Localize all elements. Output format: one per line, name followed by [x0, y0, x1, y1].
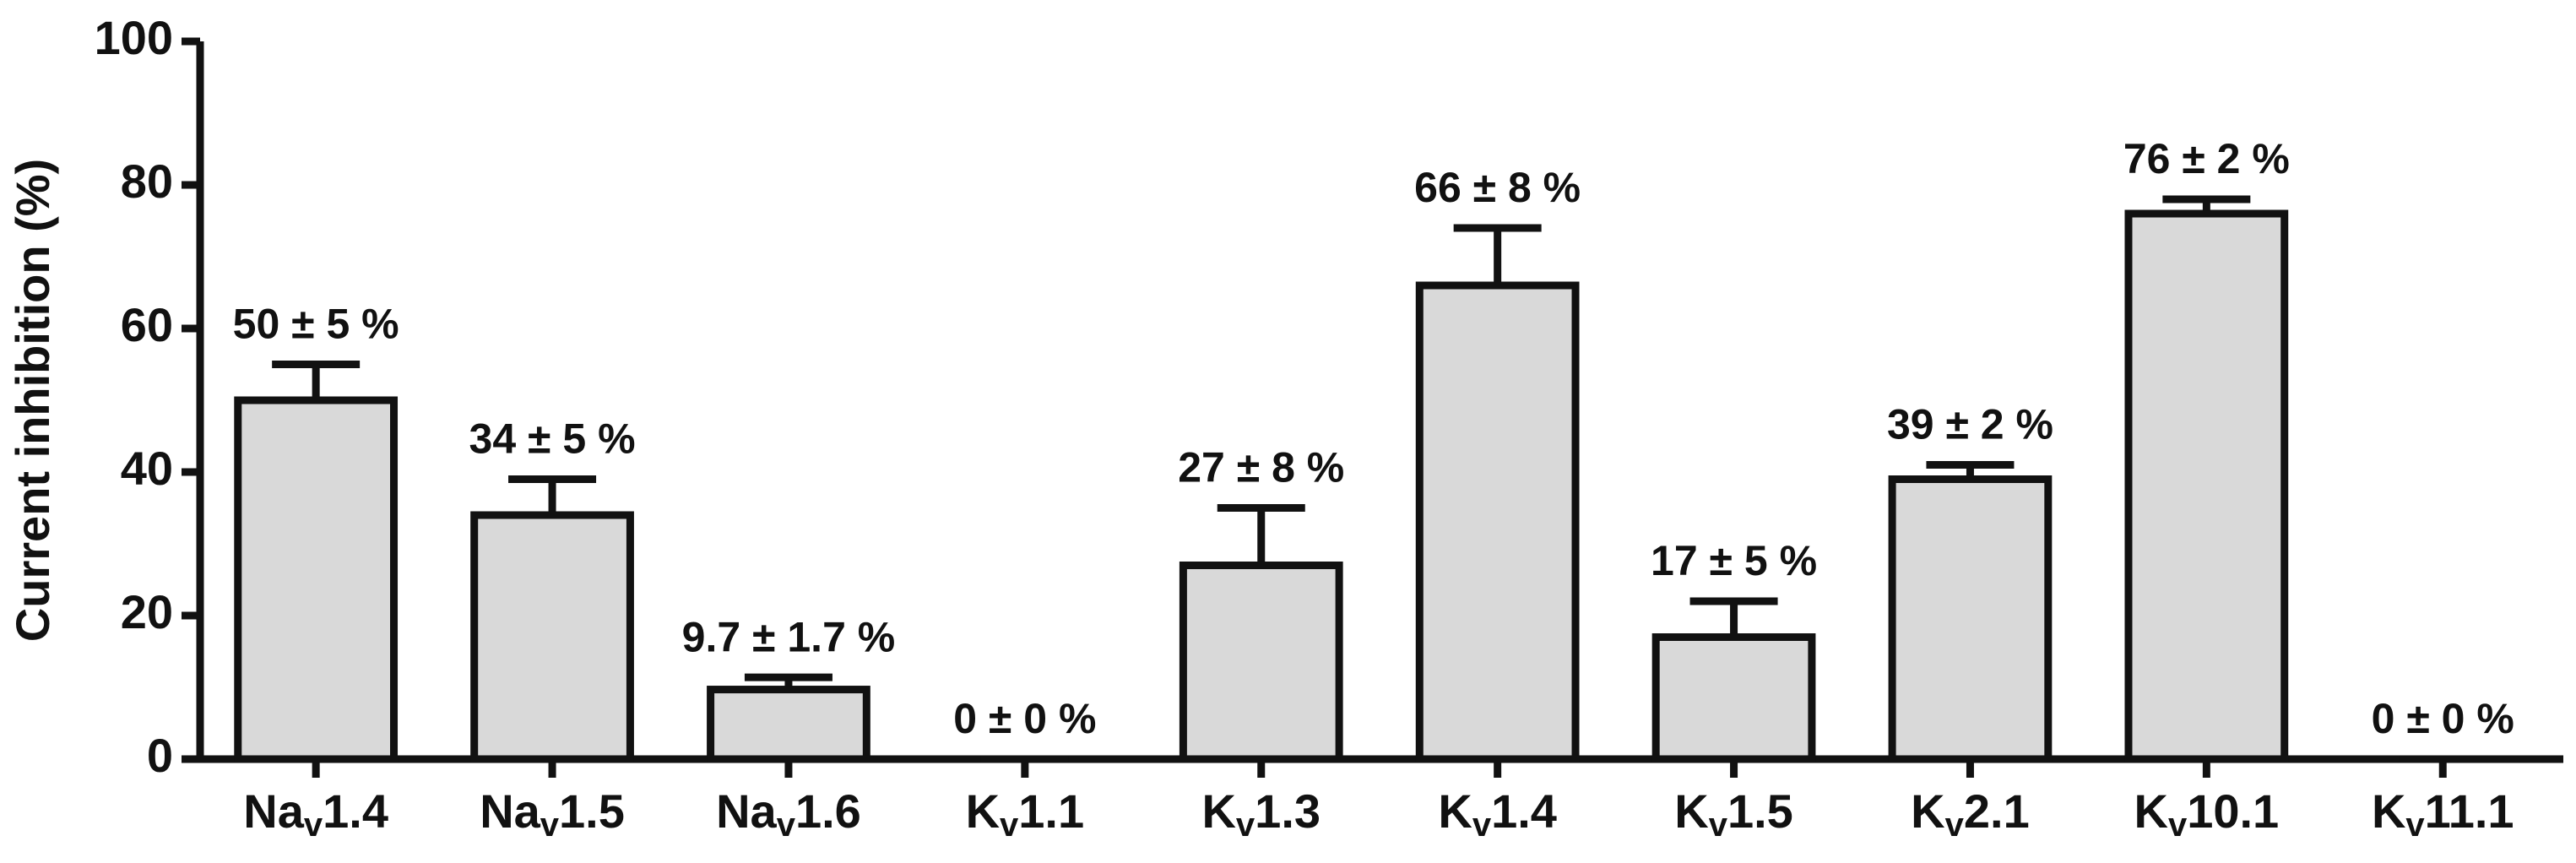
x-tick-label: Kv1.1 — [966, 784, 1085, 844]
y-tick-label: 20 — [121, 585, 173, 638]
x-tick-label-part: K — [1674, 784, 1708, 838]
x-tick-label-part: K — [966, 784, 1000, 838]
x-tick-label-part: 1.3 — [1255, 784, 1321, 838]
value-label: 34 ± 5 % — [469, 415, 636, 463]
x-tick-label: Kv10.1 — [2134, 784, 2279, 844]
x-tick-label: Nav1.6 — [716, 784, 861, 844]
x-tick-label-part: K — [2134, 784, 2167, 838]
x-tick-label-part: Na — [716, 784, 777, 838]
y-tick-label: 60 — [121, 298, 173, 351]
y-tick-label: 40 — [121, 442, 173, 495]
value-label: 17 ± 5 % — [1651, 537, 1817, 584]
x-tick-label: Kv1.5 — [1674, 784, 1793, 844]
value-label: 27 ± 8 % — [1178, 444, 1344, 491]
value-label: 66 ± 8 % — [1414, 164, 1581, 211]
value-label: 0 ± 0 % — [953, 695, 1096, 742]
y-tick-label: 0 — [147, 729, 173, 782]
x-tick-label-part: v — [1945, 806, 1965, 844]
x-tick-label-part: K — [1911, 784, 1944, 838]
x-tick-label: Kv1.4 — [1438, 784, 1557, 844]
bar — [707, 686, 870, 763]
y-tick-label: 80 — [121, 155, 173, 208]
x-tick-label-part: 1.5 — [559, 784, 625, 838]
x-tick-label-part: K — [1201, 784, 1235, 838]
value-label: 50 ± 5 % — [233, 301, 399, 348]
bar — [234, 396, 399, 763]
x-tick-label-part: 10.1 — [2187, 784, 2279, 838]
x-tick-label-part: 2.1 — [1964, 784, 2030, 838]
value-label: 0 ± 0 % — [2372, 695, 2514, 742]
x-tick-label: Kv2.1 — [1911, 784, 2030, 844]
x-tick-label-part: v — [1709, 806, 1728, 844]
bar — [1888, 475, 2053, 763]
x-tick-label-part: 1.1 — [1018, 784, 1084, 838]
bar — [1651, 633, 1816, 763]
bar — [470, 511, 634, 763]
x-tick-label-part: 1.4 — [323, 784, 388, 838]
x-tick-label-part: 11.1 — [2425, 784, 2514, 838]
y-tick-label: 100 — [95, 11, 173, 64]
x-tick-label-part: Na — [243, 784, 304, 838]
x-tick-label-part: Na — [480, 784, 540, 838]
x-tick-label: Nav1.4 — [243, 784, 388, 844]
x-tick-label: Kv1.3 — [1201, 784, 1321, 844]
x-tick-label-part: 1.4 — [1491, 784, 1557, 838]
bar — [1415, 281, 1580, 763]
value-label: 39 ± 2 % — [1887, 401, 2053, 448]
x-tick-label-part: K — [2372, 784, 2405, 838]
x-tick-label: Nav1.5 — [480, 784, 625, 844]
x-tick-label-part: v — [1472, 806, 1492, 844]
x-tick-label-part: v — [1236, 806, 1255, 844]
x-tick-label-part: v — [304, 806, 323, 844]
value-label: 9.7 ± 1.7 % — [682, 613, 896, 660]
value-label: 76 ± 2 % — [2123, 135, 2290, 182]
x-tick-label-part: 1.5 — [1727, 784, 1793, 838]
x-tick-label-part: v — [2405, 806, 2425, 844]
x-tick-label-part: 1.6 — [795, 784, 861, 838]
x-tick-label: Kv11.1 — [2372, 784, 2514, 844]
bar — [1179, 562, 1343, 763]
bar — [2124, 209, 2289, 763]
x-tick-label-part: K — [1438, 784, 1472, 838]
x-tick-label-part: v — [2168, 806, 2188, 844]
x-tick-label-part: v — [1000, 806, 1019, 844]
x-tick-label-part: v — [777, 806, 796, 844]
y-axis-label: Current inhibition (%) — [6, 159, 59, 642]
x-tick-label-part: v — [540, 806, 560, 844]
